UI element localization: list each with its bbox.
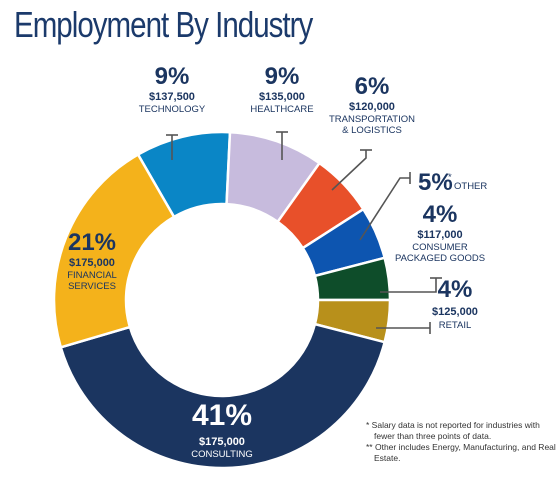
label-other: 5%*OTHER <box>418 169 487 196</box>
name-retail: RETAIL <box>439 320 472 331</box>
salary-retail: $125,000 <box>432 306 478 318</box>
percent-consulting: 41% <box>192 399 252 432</box>
salary-consulting: $175,000 <box>199 436 245 448</box>
percent-financial: 21% <box>68 229 116 256</box>
name-consulting: CONSULTING <box>191 449 253 460</box>
name-transportation: TRANSPORTATION <box>329 114 415 125</box>
footnotes: * Salary data is not reported for indust… <box>366 420 558 464</box>
leader-consumer <box>380 278 437 293</box>
name-financial: FINANCIAL <box>67 270 117 281</box>
leader-transportation <box>331 150 367 191</box>
name-healthcare: HEALTHCARE <box>250 104 313 115</box>
name-technology: TECHNOLOGY <box>139 104 206 115</box>
slice-consulting <box>59 322 387 470</box>
other-asterisk-mark: * <box>448 172 452 183</box>
slice-financial <box>52 152 176 349</box>
footnote-salary: * Salary data is not reported for indust… <box>366 420 540 441</box>
name-other: OTHER <box>454 181 487 192</box>
footnote-other: ** Other includes Energy, Manufacturing,… <box>366 442 556 463</box>
chart-title: Employment By Industry <box>14 4 313 45</box>
leader-other <box>359 177 410 241</box>
name2-consumer: PACKAGED GOODS <box>395 253 485 264</box>
salary-financial: $175,000 <box>69 257 115 269</box>
percent-technology: 9% <box>155 63 190 90</box>
percent-transportation: 6% <box>355 73 390 100</box>
salary-healthcare: $135,000 <box>259 91 305 103</box>
name2-transportation: & LOGISTICS <box>342 125 402 136</box>
percent-healthcare: 9% <box>265 63 300 90</box>
percent-retail: 4% <box>438 276 473 303</box>
percent-other: 5% <box>418 169 453 196</box>
salary-consumer: $117,000 <box>417 229 462 241</box>
percent-consumer: 4% <box>423 201 458 228</box>
name2-financial: SERVICES <box>68 281 116 292</box>
label-retail: 4% $125,000 RETAIL <box>432 276 478 331</box>
name-consumer: CONSUMER <box>412 242 468 253</box>
salary-transportation: $120,000 <box>349 101 395 113</box>
salary-technology: $137,500 <box>149 91 195 103</box>
